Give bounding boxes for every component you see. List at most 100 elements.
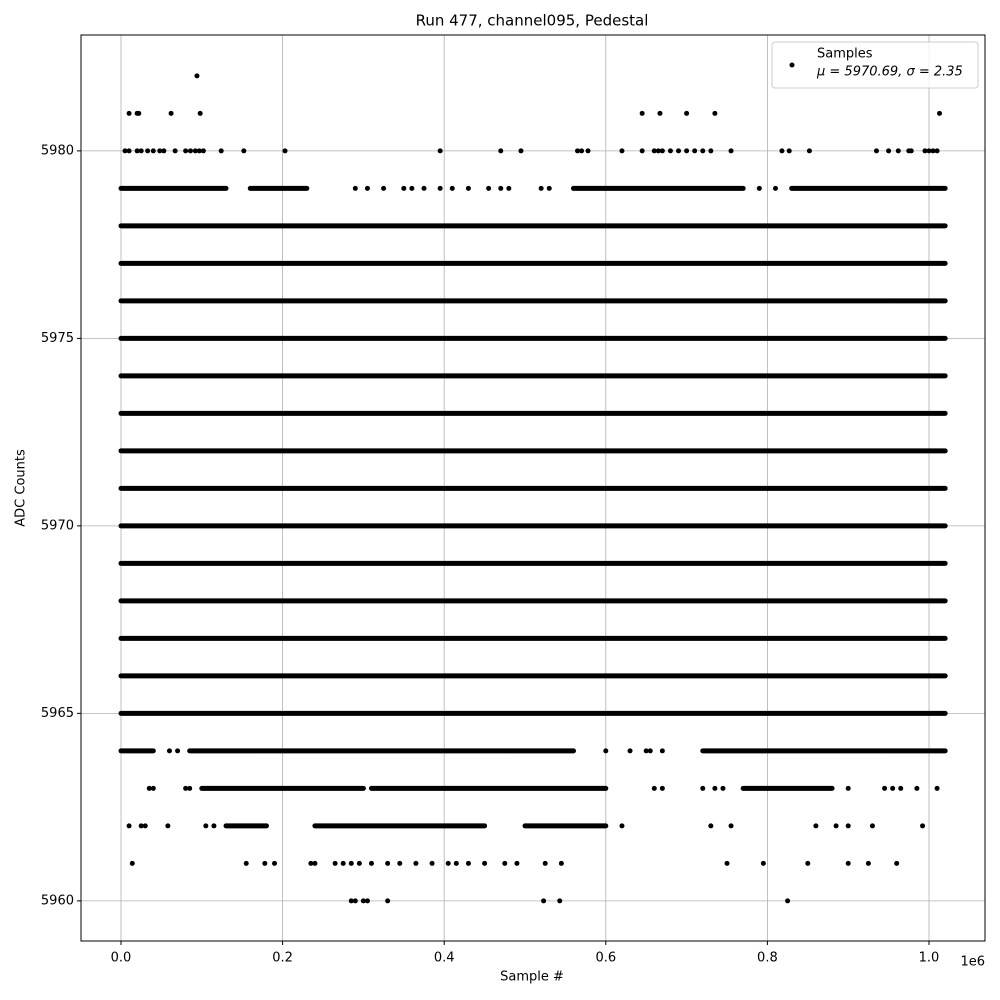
sample-point <box>138 148 144 154</box>
x-tick-label: 1.0 <box>919 951 940 966</box>
legend-marker <box>789 62 795 68</box>
sample-point <box>397 860 403 866</box>
sample-point <box>381 185 387 191</box>
sample-point <box>243 860 249 866</box>
sample-point <box>196 148 202 154</box>
x-tick-label: 0.2 <box>272 951 293 966</box>
y-axis-label: ADC Counts <box>14 449 29 527</box>
sample-point <box>712 785 718 791</box>
sample-point <box>429 860 435 866</box>
sample-point <box>684 148 690 154</box>
sample-point <box>724 860 730 866</box>
sample-point <box>142 823 148 829</box>
sample-point <box>498 185 504 191</box>
sample-point <box>895 148 901 154</box>
sample-point <box>806 148 812 154</box>
sample-point <box>364 898 370 904</box>
sample-point <box>708 148 714 154</box>
sample-point <box>720 785 726 791</box>
sample-point <box>934 148 940 154</box>
sample-point <box>845 823 851 829</box>
sample-point <box>643 748 649 754</box>
sample-point <box>146 785 152 791</box>
sample-point <box>619 148 625 154</box>
sample-point <box>579 148 585 154</box>
sample-point <box>676 148 682 154</box>
sample-point <box>136 110 142 116</box>
sample-point <box>197 110 203 116</box>
sample-point <box>413 860 419 866</box>
sample-point <box>700 148 706 154</box>
x-axis-label: Sample # <box>500 970 564 985</box>
sample-point <box>157 148 163 154</box>
sample-point <box>401 185 407 191</box>
sample-point <box>172 148 178 154</box>
sample-point <box>437 185 443 191</box>
sample-point <box>272 860 278 866</box>
sample-point <box>813 823 819 829</box>
sample-point <box>126 110 132 116</box>
sample-point <box>898 785 904 791</box>
chart-title: Run 477, channel095, Pedestal <box>416 12 649 30</box>
sample-point <box>183 148 189 154</box>
sample-point <box>453 860 459 866</box>
sample-point <box>934 785 940 791</box>
sample-point <box>538 185 544 191</box>
sample-point <box>150 785 156 791</box>
sample-point <box>546 185 552 191</box>
sample-point <box>312 860 318 866</box>
sample-point <box>183 785 189 791</box>
sample-point <box>557 898 563 904</box>
sample-point <box>779 148 785 154</box>
x-tick-label: 0.6 <box>595 951 616 966</box>
x-tick-label: 0.0 <box>111 951 132 966</box>
y-tick-label: 5970 <box>41 518 74 533</box>
sample-point <box>194 73 200 79</box>
sample-point <box>845 860 851 866</box>
sample-point <box>437 148 443 154</box>
sample-point <box>187 785 193 791</box>
sample-point <box>542 860 548 866</box>
sample-point <box>486 185 492 191</box>
sample-point <box>192 148 198 154</box>
sample-point <box>421 185 427 191</box>
sample-point <box>368 860 374 866</box>
sample-point <box>364 185 370 191</box>
sample-point <box>914 785 920 791</box>
data <box>118 73 948 904</box>
sample-point <box>203 823 209 829</box>
sample-point <box>211 823 217 829</box>
sample-point <box>926 148 932 154</box>
sample-point <box>667 148 673 154</box>
sample-point <box>886 148 892 154</box>
sample-point <box>585 148 591 154</box>
sample-point <box>805 860 811 866</box>
sample-point <box>165 823 171 829</box>
legend-box <box>771 41 979 89</box>
sample-point <box>352 185 358 191</box>
sample-point <box>518 148 524 154</box>
sample-point <box>785 898 791 904</box>
sample-point <box>619 823 625 829</box>
sample-point <box>187 148 193 154</box>
sample-point <box>385 898 391 904</box>
sample-point <box>200 148 206 154</box>
sample-point <box>308 860 314 866</box>
sample-point <box>908 148 914 154</box>
y-tick-label: 5975 <box>41 331 74 346</box>
sample-point <box>659 748 665 754</box>
sample-point <box>845 785 851 791</box>
sample-point <box>348 898 354 904</box>
sample-point <box>728 823 734 829</box>
sample-point <box>865 860 871 866</box>
sample-point <box>786 148 792 154</box>
sample-point <box>122 148 128 154</box>
sample-point <box>126 823 132 829</box>
sample-point <box>356 860 362 866</box>
sample-point <box>657 110 663 116</box>
plot-frame <box>80 34 986 942</box>
sample-point <box>449 185 455 191</box>
sample-point <box>166 748 172 754</box>
